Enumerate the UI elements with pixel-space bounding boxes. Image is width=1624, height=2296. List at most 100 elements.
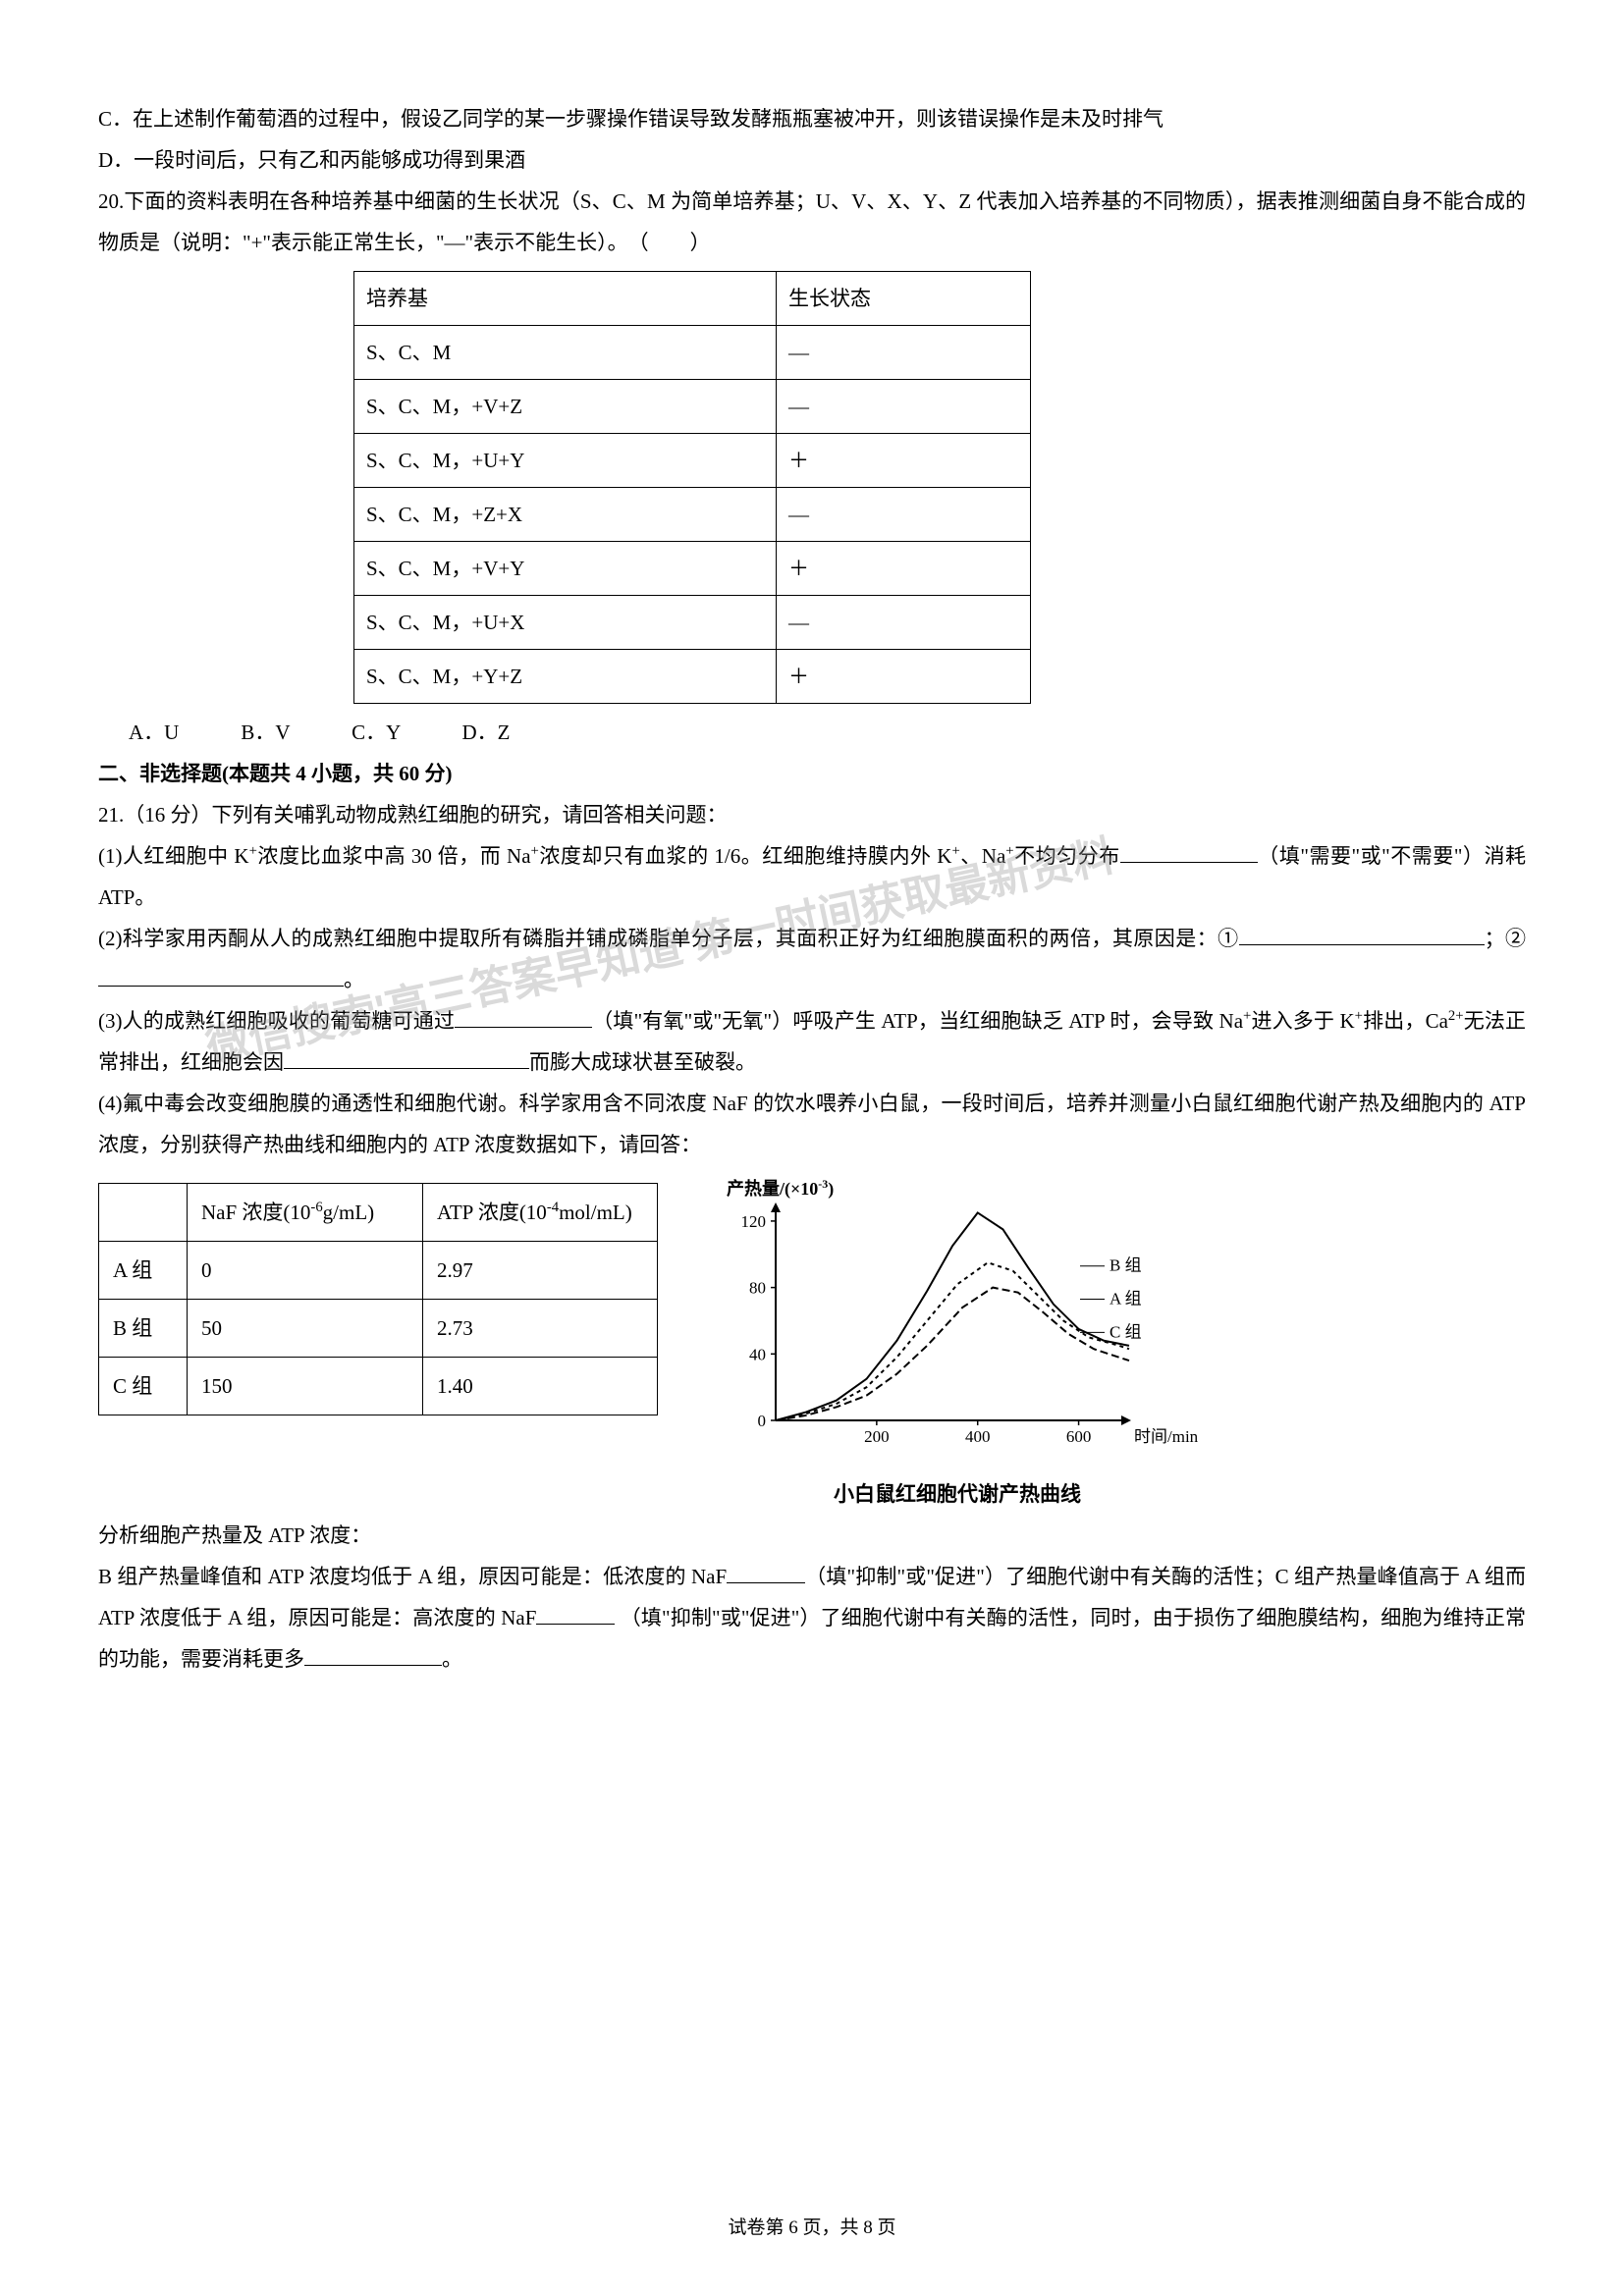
text: ；② [1485,927,1526,950]
svg-text:时间/min: 时间/min [1134,1427,1199,1446]
table-row: S、C、M，+U+Y＋ [354,434,1031,488]
table-row: S、C、M，+U+X— [354,596,1031,650]
text: (1)人红细胞中 K [98,844,249,868]
cell: 150 [188,1358,423,1415]
svg-text:C 组: C 组 [1110,1322,1142,1341]
svg-text:600: 600 [1066,1427,1092,1446]
document-content: C．在上述制作葡萄酒的过程中，假设乙同学的某一步骤操作错误导致发酵瓶瓶塞被冲开，… [98,98,1526,1680]
blank-fill [1239,944,1485,945]
cell: — [777,380,1031,434]
q21-sub2: (2)科学家用丙酮从人的成熟红细胞中提取所有磷脂并铺成磷脂单分子层，其面积正好为… [98,918,1526,1000]
text: B 组产热量峰值和 ATP 浓度均低于 A 组，原因可能是：低浓度的 NaF [98,1565,727,1588]
table-row: B 组502.73 [99,1300,658,1358]
text: 、Na [960,844,1006,868]
superscript-2plus: 2+ [1448,1008,1464,1024]
blank-fill [536,1624,615,1625]
superscript-plus: + [951,843,959,859]
svg-text:120: 120 [741,1212,767,1231]
table-row: S、C、M，+V+Y＋ [354,542,1031,596]
cell: 2.73 [423,1300,658,1358]
text: 。 [344,968,364,991]
blank-fill [1120,862,1258,863]
culture-medium-table: 培养基 生长状态 S、C、M— S、C、M，+V+Z— S、C、M，+U+Y＋ … [353,271,1031,704]
analysis-line1: 分析细胞产热量及 ATP 浓度： [98,1515,1526,1556]
svg-text:产热量/(×10-3): 产热量/(×10-3) [727,1177,834,1200]
cell: 2.97 [423,1242,658,1300]
blank-fill [304,1665,442,1666]
chart-caption: 小白鼠红细胞代谢产热曲线 [707,1473,1208,1515]
svg-text:0: 0 [758,1412,767,1430]
cell: S、C、M，+Z+X [354,488,777,542]
header-growth: 生长状态 [777,272,1031,326]
superscript-plus: + [531,843,539,859]
header-atp: ATP 浓度(10-4mol/mL) [423,1184,658,1242]
superscript-plus: + [1355,1008,1363,1024]
svg-text:200: 200 [864,1427,890,1446]
header-naf: NaF 浓度(10-6g/mL) [188,1184,423,1242]
table-row: S、C、M，+Y+Z＋ [354,650,1031,704]
cell: S、C、M，+U+Y [354,434,777,488]
text: 浓度比血浆中高 30 倍，而 Na [257,844,531,868]
table-header-row: 培养基 生长状态 [354,272,1031,326]
cell: A 组 [99,1242,188,1300]
superscript-plus: + [249,843,257,859]
svg-text:400: 400 [965,1427,991,1446]
table-row: S、C、M— [354,326,1031,380]
table-row: S、C、M，+V+Z— [354,380,1031,434]
line-chart-svg: 产热量/(×10-3) 0 40 80 120 200 400 600 时间/min B 组 A 组… [707,1175,1208,1460]
cell: 50 [188,1300,423,1358]
cell: 0 [188,1242,423,1300]
text: 排出，Ca [1363,1009,1448,1033]
q21-sub1: (1)人红细胞中 K+浓度比血浆中高 30 倍，而 Na+浓度却只有血浆的 1/… [98,835,1526,918]
table-row: C 组1501.40 [99,1358,658,1415]
q21-intro: 21.（16 分）下列有关哺乳动物成熟红细胞的研究，请回答相关问题： [98,794,1526,835]
cell: S、C、M，+U+X [354,596,777,650]
cell: S、C、M [354,326,777,380]
svg-text:40: 40 [749,1345,766,1363]
blank-fill [727,1582,805,1583]
q21-sub4-intro: (4)氟中毒会改变细胞膜的通透性和细胞代谢。科学家用含不同浓度 NaF 的饮水喂… [98,1083,1526,1165]
header-medium: 培养基 [354,272,777,326]
header-group [99,1184,188,1242]
text: 而膨大成球状甚至破裂。 [529,1050,756,1074]
table-header-row: NaF 浓度(10-6g/mL) ATP 浓度(10-4mol/mL) [99,1184,658,1242]
cell: B 组 [99,1300,188,1358]
blank-fill [98,986,344,987]
heat-production-chart: 产热量/(×10-3) 0 40 80 120 200 400 600 时间/min B 组 A 组… [707,1175,1208,1515]
cell: ＋ [777,434,1031,488]
text: 进入多于 K [1251,1009,1354,1033]
table-row: S、C、M，+Z+X— [354,488,1031,542]
cell: S、C、M，+Y+Z [354,650,777,704]
cell: S、C、M，+V+Z [354,380,777,434]
option-d-text: D．一段时间后，只有乙和丙能够成功得到果酒 [98,139,1526,181]
superscript-plus: + [1005,843,1013,859]
cell: ＋ [777,542,1031,596]
blank-fill [284,1068,529,1069]
section2-heading: 二、非选择题(本题共 4 小题，共 60 分) [98,753,1526,794]
cell: — [777,488,1031,542]
text: (2)科学家用丙酮从人的成熟红细胞中提取所有磷脂并铺成磷脂单分子层，其面积正好为… [98,927,1239,950]
blank-fill [455,1027,592,1028]
svg-text:80: 80 [749,1279,766,1298]
analysis-paragraph: B 组产热量峰值和 ATP 浓度均低于 A 组，原因可能是：低浓度的 NaF（填… [98,1556,1526,1680]
cell: — [777,596,1031,650]
cell: — [777,326,1031,380]
q21-sub3: (3)人的成熟红细胞吸收的葡萄糖可通过 （填"有氧"或"无氧"）呼吸产生 ATP，… [98,1000,1526,1083]
svg-text:A 组: A 组 [1110,1290,1142,1308]
text: 浓度却只有血浆的 1/6。红细胞维持膜内外 K [539,844,952,868]
data-and-chart-row: NaF 浓度(10-6g/mL) ATP 浓度(10-4mol/mL) A 组0… [98,1175,1526,1515]
cell: S、C、M，+V+Y [354,542,777,596]
option-c-text: C．在上述制作葡萄酒的过程中，假设乙同学的某一步骤操作错误导致发酵瓶瓶塞被冲开，… [98,98,1526,139]
cell: 1.40 [423,1358,658,1415]
text: (3)人的成熟红细胞吸收的葡萄糖可通过 [98,1009,455,1033]
q20-intro: 20.下面的资料表明在各种培养基中细菌的生长状况（S、C、M 为简单培养基；U、… [98,181,1526,263]
table-row: A 组02.97 [99,1242,658,1300]
page-footer: 试卷第 6 页，共 8 页 [0,2210,1624,2247]
text: （填"有氧"或"无氧"）呼吸产生 ATP，当红细胞缺乏 ATP 时，会导致 Na [592,1009,1243,1033]
text: 。 [442,1647,462,1671]
q20-choices: A．U B．V C．Y D．Z [98,712,1526,753]
cell: C 组 [99,1358,188,1415]
svg-text:B 组: B 组 [1110,1256,1142,1275]
text: 不均匀分布 [1014,844,1120,868]
cell: ＋ [777,650,1031,704]
